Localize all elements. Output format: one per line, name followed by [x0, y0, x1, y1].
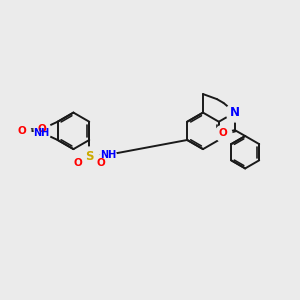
Text: O: O — [74, 158, 82, 168]
Text: NH: NH — [34, 128, 50, 137]
Text: S: S — [85, 150, 94, 163]
Text: O: O — [218, 128, 227, 138]
Text: O: O — [37, 124, 46, 134]
Text: NH: NH — [100, 150, 116, 160]
Text: N: N — [230, 106, 240, 119]
Text: O: O — [96, 158, 105, 168]
Text: O: O — [17, 126, 26, 136]
